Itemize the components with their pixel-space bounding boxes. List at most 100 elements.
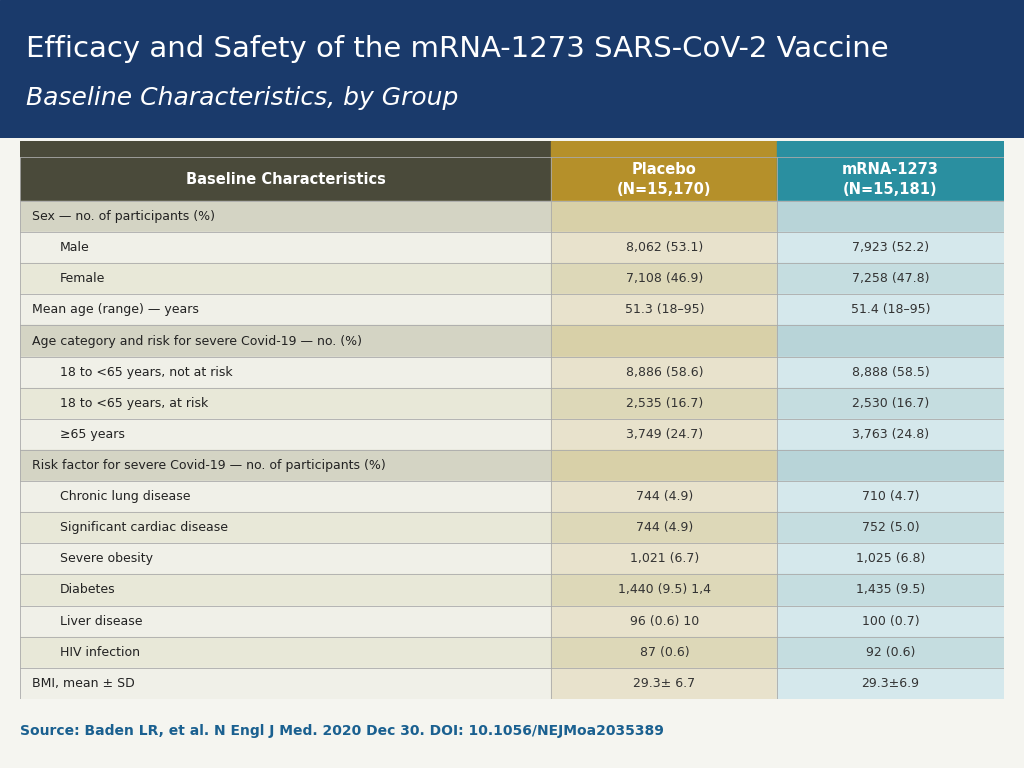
Bar xyxy=(551,294,777,326)
Text: Liver disease: Liver disease xyxy=(59,614,142,627)
Text: Significant cardiac disease: Significant cardiac disease xyxy=(59,521,227,535)
Text: 7,923 (52.2): 7,923 (52.2) xyxy=(852,241,929,254)
Bar xyxy=(551,574,777,605)
Text: 744 (4.9): 744 (4.9) xyxy=(636,521,693,535)
Text: BMI, mean ± SD: BMI, mean ± SD xyxy=(33,677,135,690)
Text: 87 (0.6): 87 (0.6) xyxy=(640,646,689,659)
Bar xyxy=(20,263,551,294)
Bar xyxy=(777,512,1004,543)
Bar xyxy=(551,263,777,294)
Text: ≥65 years: ≥65 years xyxy=(59,428,125,441)
Text: Baseline Characteristics, by Group: Baseline Characteristics, by Group xyxy=(26,86,458,110)
Bar xyxy=(777,543,1004,574)
Bar xyxy=(551,201,777,232)
Bar xyxy=(551,512,777,543)
Text: 3,763 (24.8): 3,763 (24.8) xyxy=(852,428,929,441)
Bar xyxy=(551,157,777,201)
Text: Sex — no. of participants (%): Sex — no. of participants (%) xyxy=(33,210,215,223)
Text: 2,530 (16.7): 2,530 (16.7) xyxy=(852,397,929,410)
Text: 100 (0.7): 100 (0.7) xyxy=(861,614,920,627)
Bar xyxy=(20,512,551,543)
Bar xyxy=(777,201,1004,232)
Text: 92 (0.6): 92 (0.6) xyxy=(865,646,915,659)
Bar xyxy=(20,667,551,699)
Text: 96 (0.6) 10: 96 (0.6) 10 xyxy=(630,614,699,627)
Bar xyxy=(777,141,1004,157)
Bar xyxy=(20,201,551,232)
Text: 1,440 (9.5) 1,4: 1,440 (9.5) 1,4 xyxy=(617,584,711,597)
Text: 18 to <65 years, not at risk: 18 to <65 years, not at risk xyxy=(59,366,232,379)
Bar xyxy=(777,263,1004,294)
Bar xyxy=(20,157,551,201)
Bar xyxy=(777,637,1004,667)
Text: Diabetes: Diabetes xyxy=(59,584,116,597)
Bar xyxy=(777,232,1004,263)
Text: Placebo
(N=15,170): Placebo (N=15,170) xyxy=(617,162,712,197)
Bar xyxy=(20,574,551,605)
Bar xyxy=(777,667,1004,699)
Text: 8,062 (53.1): 8,062 (53.1) xyxy=(626,241,703,254)
Bar xyxy=(777,356,1004,388)
Text: 3,749 (24.7): 3,749 (24.7) xyxy=(626,428,702,441)
Text: 1,021 (6.7): 1,021 (6.7) xyxy=(630,552,699,565)
Text: Efficacy and Safety of the mRNA-1273 SARS-CoV-2 Vaccine: Efficacy and Safety of the mRNA-1273 SAR… xyxy=(26,35,888,62)
Text: 744 (4.9): 744 (4.9) xyxy=(636,490,693,503)
Bar xyxy=(551,543,777,574)
Bar xyxy=(20,450,551,481)
Bar xyxy=(777,605,1004,637)
Bar xyxy=(777,388,1004,419)
Bar xyxy=(20,419,551,450)
Bar xyxy=(20,232,551,263)
Text: Mean age (range) — years: Mean age (range) — years xyxy=(33,303,199,316)
Bar xyxy=(20,294,551,326)
Bar xyxy=(551,141,777,157)
Text: 2,535 (16.7): 2,535 (16.7) xyxy=(626,397,703,410)
Text: 7,108 (46.9): 7,108 (46.9) xyxy=(626,273,703,285)
Bar xyxy=(777,450,1004,481)
Bar xyxy=(20,141,551,157)
Text: Chronic lung disease: Chronic lung disease xyxy=(59,490,190,503)
Bar xyxy=(551,419,777,450)
Text: Baseline Characteristics: Baseline Characteristics xyxy=(186,172,386,187)
Text: 29.3±6.9: 29.3±6.9 xyxy=(861,677,920,690)
Bar xyxy=(777,326,1004,356)
Bar xyxy=(551,450,777,481)
Bar xyxy=(20,637,551,667)
Bar xyxy=(551,232,777,263)
Bar xyxy=(20,388,551,419)
Bar xyxy=(20,605,551,637)
Bar xyxy=(551,605,777,637)
Text: 8,886 (58.6): 8,886 (58.6) xyxy=(626,366,703,379)
Text: 18 to <65 years, at risk: 18 to <65 years, at risk xyxy=(59,397,208,410)
Bar xyxy=(551,481,777,512)
Text: 1,025 (6.8): 1,025 (6.8) xyxy=(856,552,925,565)
Text: Source: Baden LR, et al. N Engl J Med. 2020 Dec 30. DOI: 10.1056/NEJMoa2035389: Source: Baden LR, et al. N Engl J Med. 2… xyxy=(20,723,665,738)
Bar xyxy=(20,543,551,574)
Text: Risk factor for severe Covid-19 — no. of participants (%): Risk factor for severe Covid-19 — no. of… xyxy=(33,459,386,472)
Bar xyxy=(20,326,551,356)
Text: 752 (5.0): 752 (5.0) xyxy=(861,521,920,535)
Text: 8,888 (58.5): 8,888 (58.5) xyxy=(852,366,930,379)
Bar xyxy=(20,356,551,388)
Bar xyxy=(777,481,1004,512)
Bar xyxy=(777,157,1004,201)
Text: Female: Female xyxy=(59,273,105,285)
Bar xyxy=(551,388,777,419)
Text: HIV infection: HIV infection xyxy=(59,646,140,659)
Bar xyxy=(20,481,551,512)
Bar xyxy=(777,419,1004,450)
Text: Male: Male xyxy=(59,241,89,254)
Text: 51.4 (18–95): 51.4 (18–95) xyxy=(851,303,930,316)
Bar xyxy=(551,667,777,699)
Text: Age category and risk for severe Covid-19 — no. (%): Age category and risk for severe Covid-1… xyxy=(33,335,362,348)
Bar xyxy=(551,637,777,667)
Text: 710 (4.7): 710 (4.7) xyxy=(862,490,920,503)
Bar xyxy=(777,294,1004,326)
Text: mRNA-1273
(N=15,181): mRNA-1273 (N=15,181) xyxy=(842,162,939,197)
Text: 29.3± 6.7: 29.3± 6.7 xyxy=(633,677,695,690)
Bar xyxy=(551,326,777,356)
Text: 51.3 (18–95): 51.3 (18–95) xyxy=(625,303,705,316)
Text: 7,258 (47.8): 7,258 (47.8) xyxy=(852,273,929,285)
Bar xyxy=(777,574,1004,605)
Text: Severe obesity: Severe obesity xyxy=(59,552,153,565)
